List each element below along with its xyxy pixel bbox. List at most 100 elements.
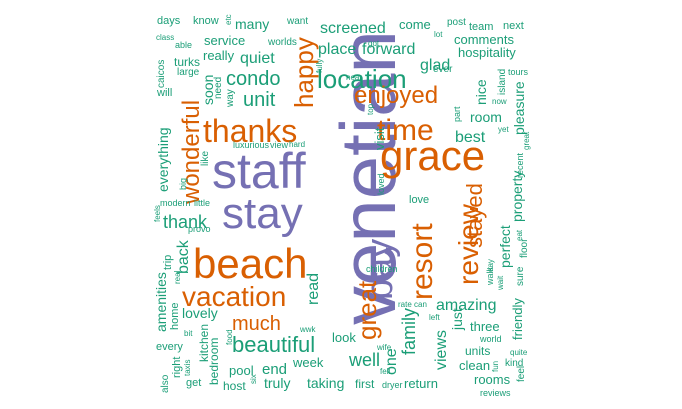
- word-fell: fell: [380, 367, 390, 376]
- word-pleasure: pleasure: [511, 81, 527, 135]
- word-top: top: [366, 103, 375, 115]
- word-beautiful: beautiful: [232, 332, 315, 357]
- word-food: food: [225, 329, 234, 345]
- word-grace: grace: [380, 132, 485, 179]
- word-view: view: [270, 140, 289, 150]
- word-pool: pool: [229, 363, 254, 378]
- word-visit: visit: [372, 127, 387, 150]
- word-screened: screened: [320, 20, 386, 37]
- word-family: family: [399, 308, 419, 355]
- word-children: children: [366, 264, 398, 274]
- word-vacation: vacation: [182, 281, 286, 312]
- word-review: review: [453, 203, 484, 285]
- word-need: need: [213, 77, 224, 99]
- word-little: little: [194, 198, 210, 208]
- word-back: back: [175, 239, 192, 274]
- word-friendly: friendly: [510, 298, 525, 340]
- word-provo: provo: [188, 224, 211, 234]
- word-floor: floor: [519, 238, 530, 258]
- word-part: part: [452, 106, 462, 122]
- word-able: able: [175, 40, 192, 50]
- word-condo: condo: [226, 68, 281, 90]
- word-taking: taking: [307, 375, 344, 391]
- word-amazing: amazing: [436, 297, 496, 314]
- word-large: large: [177, 67, 200, 78]
- word-next: next: [503, 20, 524, 32]
- word-turks: turks: [174, 55, 200, 69]
- word-big: big: [178, 178, 188, 190]
- word-walk: walk: [485, 266, 495, 286]
- word-love: love: [409, 194, 429, 206]
- word-also: also: [160, 374, 171, 393]
- word-perfect: perfect: [497, 225, 513, 268]
- word-every: every: [156, 341, 183, 353]
- word-rate: rate: [398, 300, 412, 309]
- word-kitchen: kitchen: [197, 324, 211, 362]
- word-kind: kind: [505, 358, 523, 369]
- word-post: post: [447, 17, 466, 28]
- word-great: great: [352, 280, 382, 340]
- word-come: come: [399, 17, 431, 32]
- word-place: place: [318, 41, 356, 58]
- word-host: host: [223, 379, 246, 393]
- word-get: get: [186, 377, 201, 389]
- word-luxurious: luxurious: [233, 140, 270, 150]
- word-happy: happy: [289, 37, 319, 108]
- word-left: left: [429, 313, 440, 322]
- word-just: just: [449, 308, 465, 331]
- word-dryer: dryer: [382, 380, 403, 390]
- word-trip: trip: [162, 255, 174, 270]
- word-recent: recent: [515, 152, 525, 178]
- word-way: way: [225, 89, 236, 108]
- word-got: got: [368, 39, 380, 48]
- word-bit: bit: [184, 329, 193, 338]
- word-read: read: [305, 273, 322, 305]
- word-now: now: [492, 97, 507, 106]
- word-units: units: [465, 344, 490, 358]
- word-real: real: [173, 270, 182, 284]
- word-feels: feels: [153, 205, 162, 222]
- word-six: six: [249, 374, 258, 384]
- word-enjoyed: enjoyed: [354, 82, 438, 109]
- word-yet: yet: [498, 125, 509, 134]
- word-one: one: [383, 348, 400, 375]
- word-caicos: caicos: [156, 60, 167, 88]
- word-feel: feel: [516, 366, 527, 382]
- word-fully: fully: [315, 59, 324, 73]
- word-right: right: [171, 357, 183, 378]
- word-taxis: taxis: [183, 360, 192, 376]
- word-time: time: [377, 114, 434, 147]
- word-well: well: [348, 350, 380, 370]
- word-staff: staff: [212, 143, 306, 199]
- word-rooms: rooms: [474, 372, 511, 387]
- word-days: days: [157, 15, 181, 27]
- word-stayed: stayed: [462, 183, 487, 248]
- word-return: return: [404, 376, 438, 391]
- word-world: world: [479, 334, 502, 344]
- word-tours: tours: [508, 67, 529, 77]
- word-ever: ever: [433, 64, 453, 75]
- word-thank: thank: [163, 212, 208, 232]
- word-lovely: lovely: [182, 305, 218, 321]
- word-know: know: [193, 15, 219, 27]
- word-thanks: thanks: [203, 113, 297, 149]
- word-forward: forward: [362, 41, 415, 58]
- word-really: really: [203, 48, 235, 63]
- word-day: day: [486, 259, 495, 272]
- word-wwk: wwk: [299, 325, 317, 334]
- word-great2: great: [522, 131, 531, 150]
- word-etc: etc: [224, 14, 233, 25]
- word-venetian: venetian: [324, 30, 412, 325]
- word-week: week: [292, 355, 324, 370]
- word-loved: loved: [376, 173, 386, 195]
- word-sure: sure: [515, 266, 526, 286]
- word-home: home: [169, 302, 181, 330]
- word-everything: everything: [155, 127, 171, 192]
- word-end: end: [262, 361, 287, 378]
- word-resort: resort: [406, 223, 439, 300]
- word-many: many: [235, 16, 269, 32]
- word-wonderful: wonderful: [178, 100, 205, 205]
- word-much: much: [232, 313, 281, 335]
- word-modern: modern: [160, 198, 191, 208]
- word-reviews: reviews: [480, 388, 511, 398]
